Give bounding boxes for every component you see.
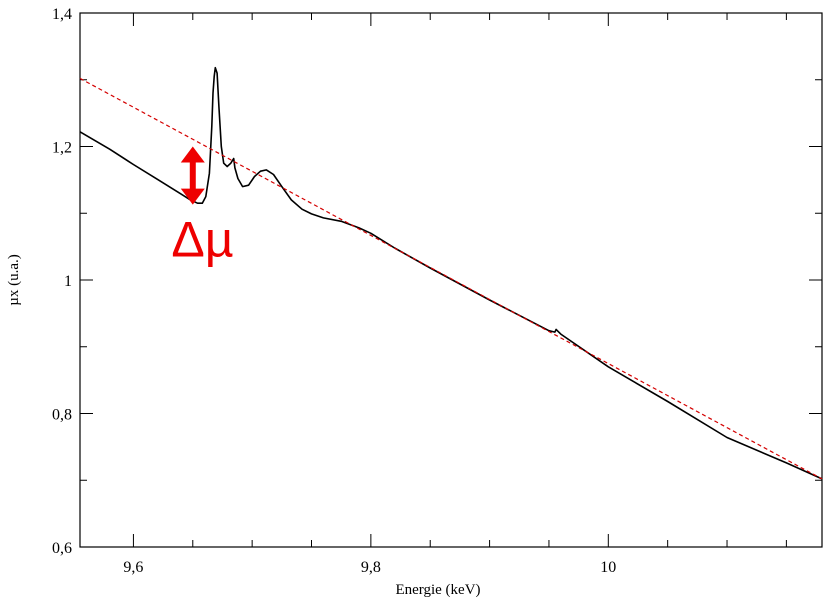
x-axis-ticks: 9,6 9,8 10: [123, 13, 787, 576]
y-tick-label: 0,8: [52, 407, 72, 424]
x-axis-label: Energie (keV): [395, 582, 480, 598]
delta-mu-label: Δµ: [171, 212, 233, 268]
y-axis-ticks: 0,6 0,8 1 1,2 1,4: [52, 6, 822, 557]
y-tick-label: 1: [64, 273, 72, 290]
annotation-layer: Δµ: [171, 146, 234, 268]
x-tick-label: 10: [600, 559, 616, 576]
y-tick-label: 0,6: [52, 540, 72, 557]
absorption-series: [79, 66, 823, 480]
x-tick-label: 9,8: [361, 559, 381, 576]
y-tick-label: 1,2: [52, 140, 72, 157]
delta-arrow-head-up: [180, 146, 205, 163]
y-tick-label: 1,4: [52, 6, 72, 23]
x-tick-label: 9,6: [123, 559, 143, 576]
delta-arrow-head-down: [180, 188, 205, 205]
reference-line-series: [79, 77, 823, 480]
series-layer: [79, 66, 823, 480]
y-axis-label: µx (u.a.): [6, 254, 22, 306]
